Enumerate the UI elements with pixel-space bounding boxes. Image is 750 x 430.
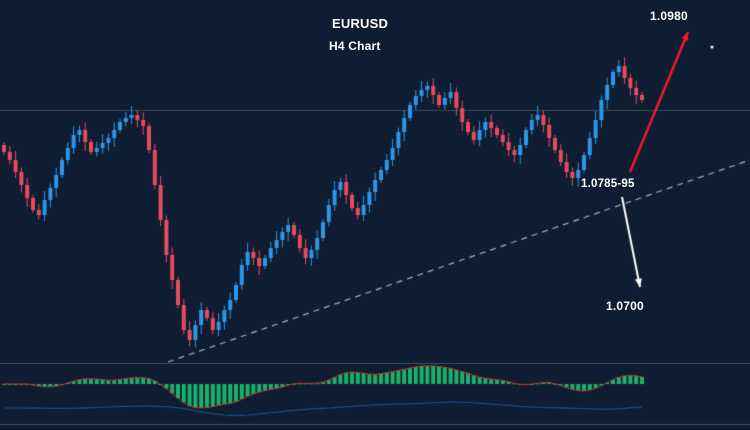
symbol-title: EURUSD bbox=[332, 16, 389, 31]
timeframe-label: H4 Chart bbox=[329, 39, 381, 53]
support-zone-label: 1.0785-95 bbox=[581, 178, 635, 190]
target-high-label: 1.0980 bbox=[650, 9, 688, 23]
target-low-label: 1.0700 bbox=[606, 299, 644, 313]
